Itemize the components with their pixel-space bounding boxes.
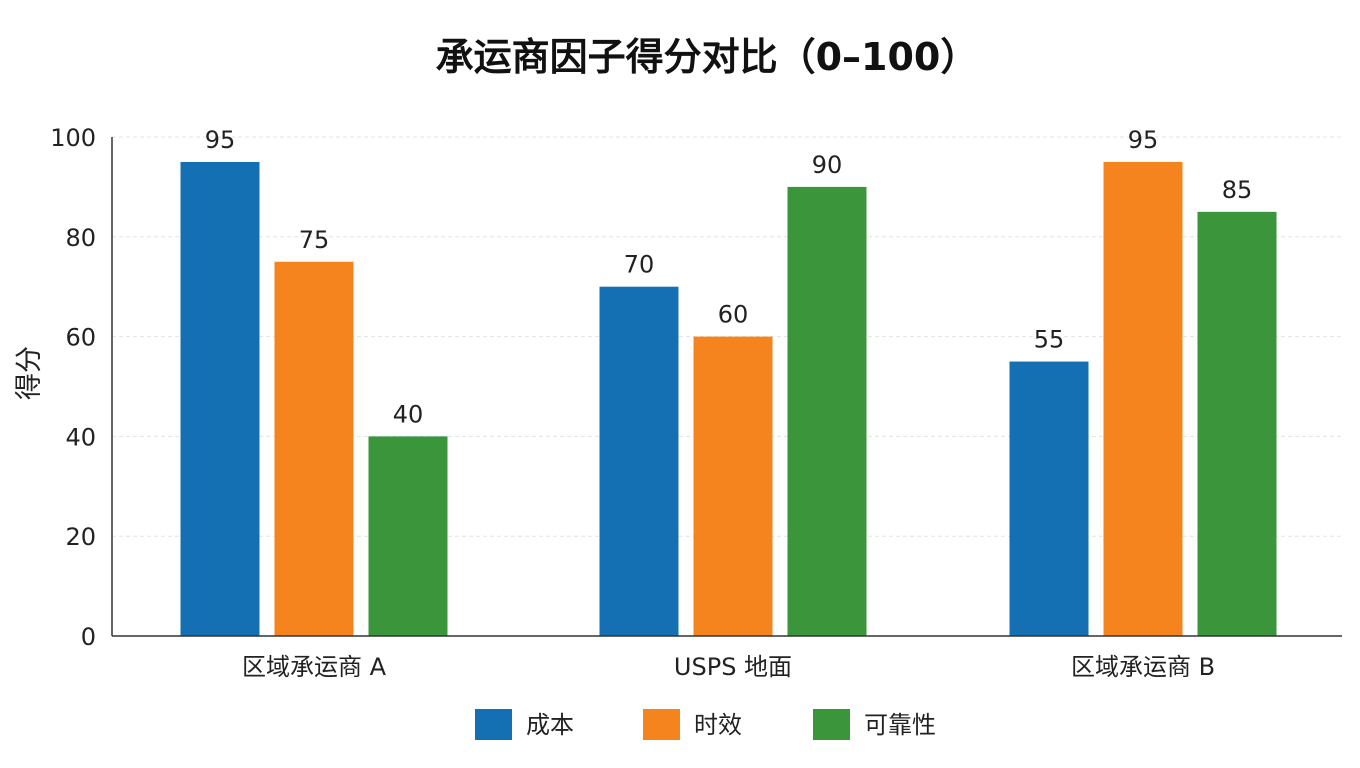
x-axis-ticks: 区域承运商 A USPS 地面 区域承运商 B	[242, 653, 1215, 681]
legend-swatch	[643, 709, 680, 740]
y-axis-title: 得分	[14, 346, 45, 400]
legend-label: 可靠性	[864, 711, 936, 739]
data-label: 55	[1034, 326, 1065, 354]
bar-时效-区域承运商 A	[274, 261, 354, 636]
bar-时效-USPS 地面	[693, 336, 773, 636]
data-label: 90	[812, 151, 843, 179]
y-tick-label: 20	[65, 523, 96, 551]
legend-swatch	[475, 709, 512, 740]
legend-label: 时效	[694, 711, 742, 739]
y-tick-label: 0	[81, 623, 96, 651]
data-label: 95	[1128, 126, 1159, 154]
x-tick-label: USPS 地面	[674, 653, 792, 681]
legend-label: 成本	[526, 711, 574, 739]
data-label: 70	[624, 251, 655, 279]
y-tick-label: 60	[65, 324, 96, 352]
x-tick-label: 区域承运商 A	[242, 653, 387, 681]
y-tick-label: 100	[50, 124, 96, 152]
bars	[180, 161, 1277, 636]
x-tick-label: 区域承运商 B	[1071, 653, 1215, 681]
bar-成本-区域承运商 B	[1009, 361, 1089, 636]
data-label: 40	[393, 400, 424, 428]
legend: 成本 时效 可靠性	[475, 709, 936, 740]
chart-title: 承运商因子得分对比（0–100）	[436, 35, 979, 79]
legend-swatch	[813, 709, 850, 740]
y-axis-ticks: 0 20 40 60 80 100	[50, 124, 96, 651]
bar-可靠性-USPS 地面	[787, 186, 867, 636]
data-labels: 95 70 55 75 60 95 40 90 85	[205, 126, 1253, 428]
data-label: 60	[718, 301, 749, 329]
data-label: 85	[1222, 176, 1253, 204]
bar-可靠性-区域承运商 B	[1197, 211, 1277, 636]
axes	[111, 137, 1342, 637]
y-tick-label: 40	[65, 423, 96, 451]
data-label: 95	[205, 126, 236, 154]
bar-可靠性-区域承运商 A	[368, 436, 448, 636]
y-tick-label: 80	[65, 224, 96, 252]
bar-成本-USPS 地面	[599, 286, 679, 636]
data-label: 75	[299, 226, 330, 254]
bar-时效-区域承运商 B	[1103, 161, 1183, 636]
bar-成本-区域承运商 A	[180, 161, 260, 636]
